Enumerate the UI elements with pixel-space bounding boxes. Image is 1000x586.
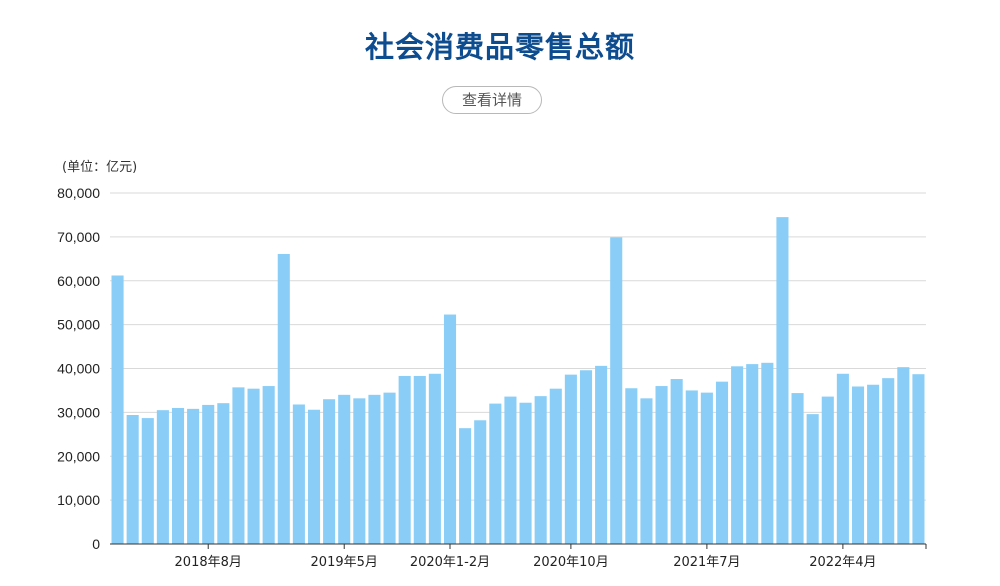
bar <box>746 364 759 544</box>
bar <box>700 392 713 544</box>
bar <box>670 379 683 544</box>
bar <box>428 373 441 544</box>
bar <box>383 392 396 544</box>
y-tick-label: 40,000 <box>57 361 100 377</box>
bar <box>232 387 245 544</box>
bar <box>156 410 169 544</box>
bar <box>836 373 849 544</box>
x-tick-label: 2020年10月 <box>533 555 609 570</box>
bar <box>791 393 804 544</box>
bar <box>474 420 487 544</box>
bar <box>851 386 865 544</box>
bar <box>338 394 351 544</box>
bar-chart: 0 10,000 20,000 30,000 40,000 50,000 60,000 70,… <box>0 150 1000 586</box>
bar <box>141 418 154 544</box>
bar <box>247 388 260 544</box>
bar <box>867 384 880 544</box>
bar <box>912 374 925 544</box>
x-tick-label: 2018年8月 <box>175 555 242 570</box>
bar <box>715 381 729 544</box>
bar <box>610 237 623 544</box>
x-tick-label: 2019年5月 <box>311 555 378 570</box>
y-tick-label: 30,000 <box>57 404 100 420</box>
bar <box>882 378 895 544</box>
bar <box>171 407 185 544</box>
bar <box>534 396 547 544</box>
chart-svg: 0 10,000 20,000 30,000 40,000 50,000 60,000 70,… <box>57 160 927 570</box>
bar <box>262 386 275 544</box>
bar <box>398 375 411 544</box>
page-title: 社会消费品零售总额 <box>364 30 635 64</box>
bar <box>111 275 124 544</box>
view-details-button[interactable]: 查看详情 <box>442 86 542 114</box>
bar <box>368 394 381 544</box>
grid-layer <box>110 192 926 501</box>
bar <box>731 366 744 544</box>
bar <box>564 374 577 544</box>
bar <box>776 217 789 544</box>
bar <box>595 365 608 544</box>
bar <box>292 404 305 544</box>
y-tick-label: 50,000 <box>57 317 100 333</box>
bar <box>459 428 472 544</box>
y-tick-label: 20,000 <box>57 448 100 464</box>
bar <box>443 314 457 544</box>
bar <box>353 398 366 544</box>
y-tick-label: 70,000 <box>57 229 100 245</box>
bar <box>413 375 426 544</box>
bar <box>655 386 668 544</box>
bar <box>489 403 502 544</box>
bar <box>323 399 336 544</box>
bar <box>806 414 819 544</box>
x-tick-label: 2021年7月 <box>673 555 740 570</box>
bar <box>277 253 290 544</box>
bar <box>625 388 638 544</box>
bar <box>761 362 774 544</box>
axis-layer: 0 10,000 20,000 30,000 40,000 50,000 60,000 70,… <box>57 185 927 570</box>
bar <box>187 408 200 544</box>
x-tick-label: 2020年1-2月 <box>410 555 490 570</box>
bar <box>821 396 834 544</box>
bar <box>504 396 517 544</box>
bar <box>897 367 910 544</box>
bar <box>549 388 562 544</box>
y-tick-label: 60,000 <box>57 273 100 289</box>
bar <box>579 370 593 544</box>
bar <box>126 415 139 544</box>
unit-label: (单位：亿元) <box>62 160 137 175</box>
bar <box>640 398 653 544</box>
bar-layer <box>111 217 925 544</box>
bar <box>685 390 698 544</box>
bar <box>307 409 321 544</box>
y-tick-label: 0 <box>92 536 100 552</box>
bar <box>519 402 532 544</box>
bar <box>202 404 215 544</box>
x-tick-label: 2022年4月 <box>809 555 876 570</box>
bar <box>217 403 230 544</box>
y-tick-label: 10,000 <box>57 492 100 508</box>
y-tick-label: 80,000 <box>57 185 100 201</box>
